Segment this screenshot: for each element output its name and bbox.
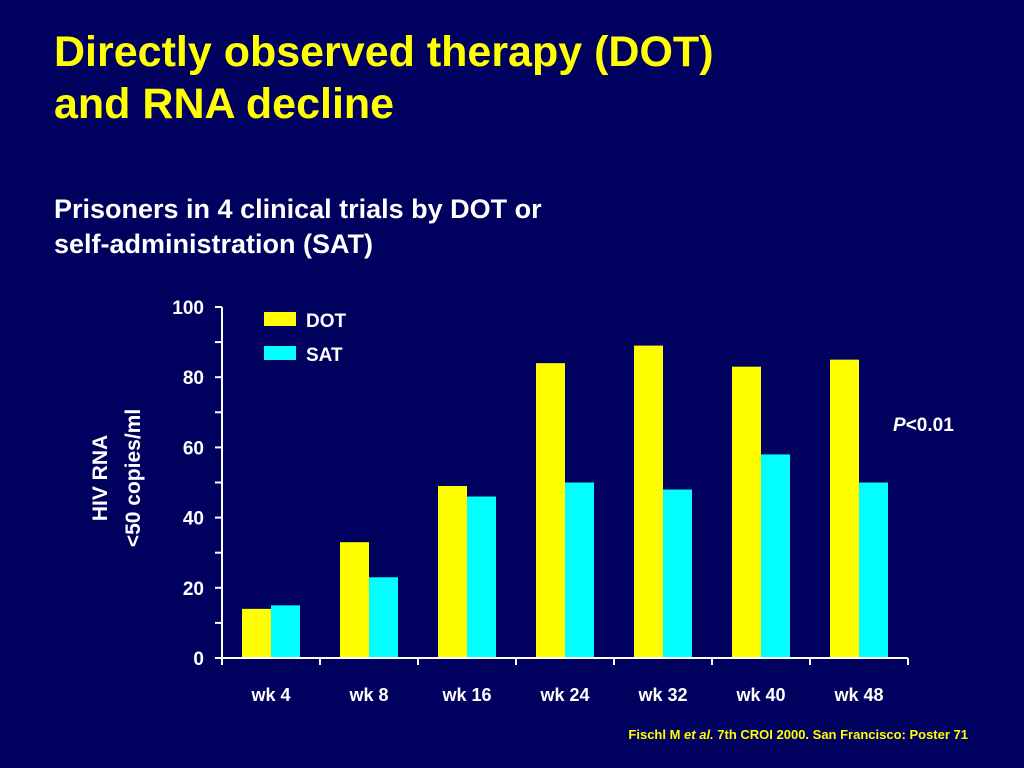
legend-label-sat: SAT xyxy=(306,345,343,366)
y-tick-label: 40 xyxy=(183,509,204,530)
x-tick-label: wk 4 xyxy=(250,685,290,705)
legend-swatch-dot xyxy=(264,312,296,326)
y-axis-title-line-2: <50 copies/ml xyxy=(122,409,145,547)
x-tick-label: wk 8 xyxy=(348,685,388,705)
x-tick-label: wk 16 xyxy=(441,685,491,705)
bar-dot-wk-16 xyxy=(438,486,467,658)
y-tick-label: 20 xyxy=(183,579,204,600)
bar-sat-wk-48 xyxy=(859,482,888,658)
x-tick-label: wk 32 xyxy=(637,685,687,705)
slide-title: Directly observed therapy (DOT) and RNA … xyxy=(54,26,954,130)
bar-dot-wk-24 xyxy=(536,363,565,658)
p-value-symbol: P xyxy=(893,415,906,436)
bar-sat-wk-16 xyxy=(467,496,496,658)
legend-label-dot: DOT xyxy=(306,311,347,332)
x-tick-label: wk 48 xyxy=(833,685,883,705)
bar-dot-wk-4 xyxy=(242,608,271,658)
y-tick-label: 80 xyxy=(183,368,204,389)
x-tick-label: wk 24 xyxy=(539,685,589,705)
p-value-text: <0.01 xyxy=(906,415,955,436)
subtitle-line-2: self-administration (SAT) xyxy=(54,229,374,259)
y-tick-label: 60 xyxy=(183,438,204,459)
bar-sat-wk-4 xyxy=(271,605,300,658)
bar-dot-wk-8 xyxy=(340,542,369,658)
bar-dot-wk-40 xyxy=(732,366,761,658)
x-tick-label: wk 40 xyxy=(735,685,785,705)
citation: Fischl M et al. 7th CROI 2000. San Franc… xyxy=(628,727,968,742)
title-line-1: Directly observed therapy (DOT) xyxy=(54,28,714,76)
y-axis-title-line-1: HIV RNA xyxy=(89,435,112,521)
title-line-2: and RNA decline xyxy=(54,80,395,128)
legend-swatch-sat xyxy=(264,346,296,360)
citation-prefix: Fischl M xyxy=(628,727,685,742)
bar-sat-wk-40 xyxy=(761,454,790,658)
slide-subtitle: Prisoners in 4 clinical trials by DOT or… xyxy=(54,192,754,262)
subtitle-line-1: Prisoners in 4 clinical trials by DOT or xyxy=(54,194,542,224)
y-tick-label: 100 xyxy=(172,298,204,319)
citation-italic: et al. xyxy=(684,727,714,742)
y-tick-label: 0 xyxy=(193,649,204,670)
bar-sat-wk-24 xyxy=(565,482,594,658)
citation-suffix: 7th CROI 2000. San Francisco: Poster 71 xyxy=(713,727,968,742)
bar-dot-wk-48 xyxy=(830,359,859,658)
bar-sat-wk-8 xyxy=(369,577,398,658)
bar-dot-wk-32 xyxy=(634,345,663,658)
p-value-annotation: P<0.01 xyxy=(893,415,954,436)
bar-sat-wk-32 xyxy=(663,489,692,658)
